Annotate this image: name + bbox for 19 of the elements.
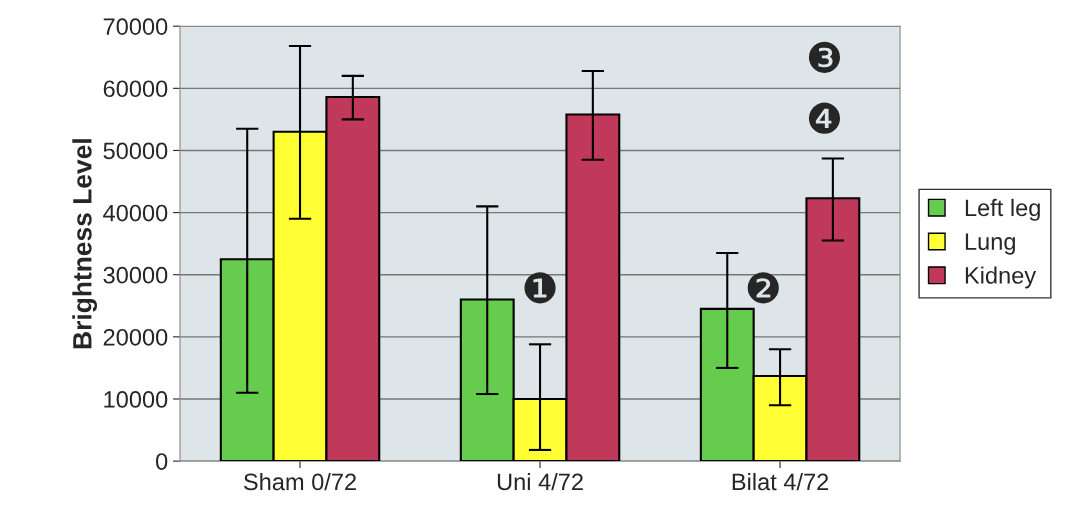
annotation: ❹ (808, 102, 841, 134)
y-tick-label: 0 (156, 453, 168, 470)
annotation: ❶ (524, 272, 556, 304)
x-tick-label: Bilat 4/72 (732, 472, 829, 491)
y-tick-label: 70000 (103, 18, 168, 35)
legend-label: Lung (965, 233, 1015, 255)
y-tick-label: 10000 (104, 391, 168, 408)
y-tick-label: 20000 (103, 328, 168, 346)
y-tick-label: 50000 (103, 142, 168, 160)
legend-label: Kidney (965, 266, 1037, 289)
annotation: ❸ (808, 41, 841, 73)
y-tick-label: 40000 (103, 204, 168, 222)
y-axis-title: Brightness Level (72, 139, 97, 349)
legend-label: Left leg (965, 198, 1040, 221)
x-tick-label: Sham 0/72 (244, 472, 356, 491)
y-tick-label: 60000 (103, 80, 168, 98)
annotation: ❷ (747, 272, 779, 304)
y-tick-label: 30000 (103, 266, 168, 284)
x-tick-label: Uni 4/72 (497, 472, 583, 491)
